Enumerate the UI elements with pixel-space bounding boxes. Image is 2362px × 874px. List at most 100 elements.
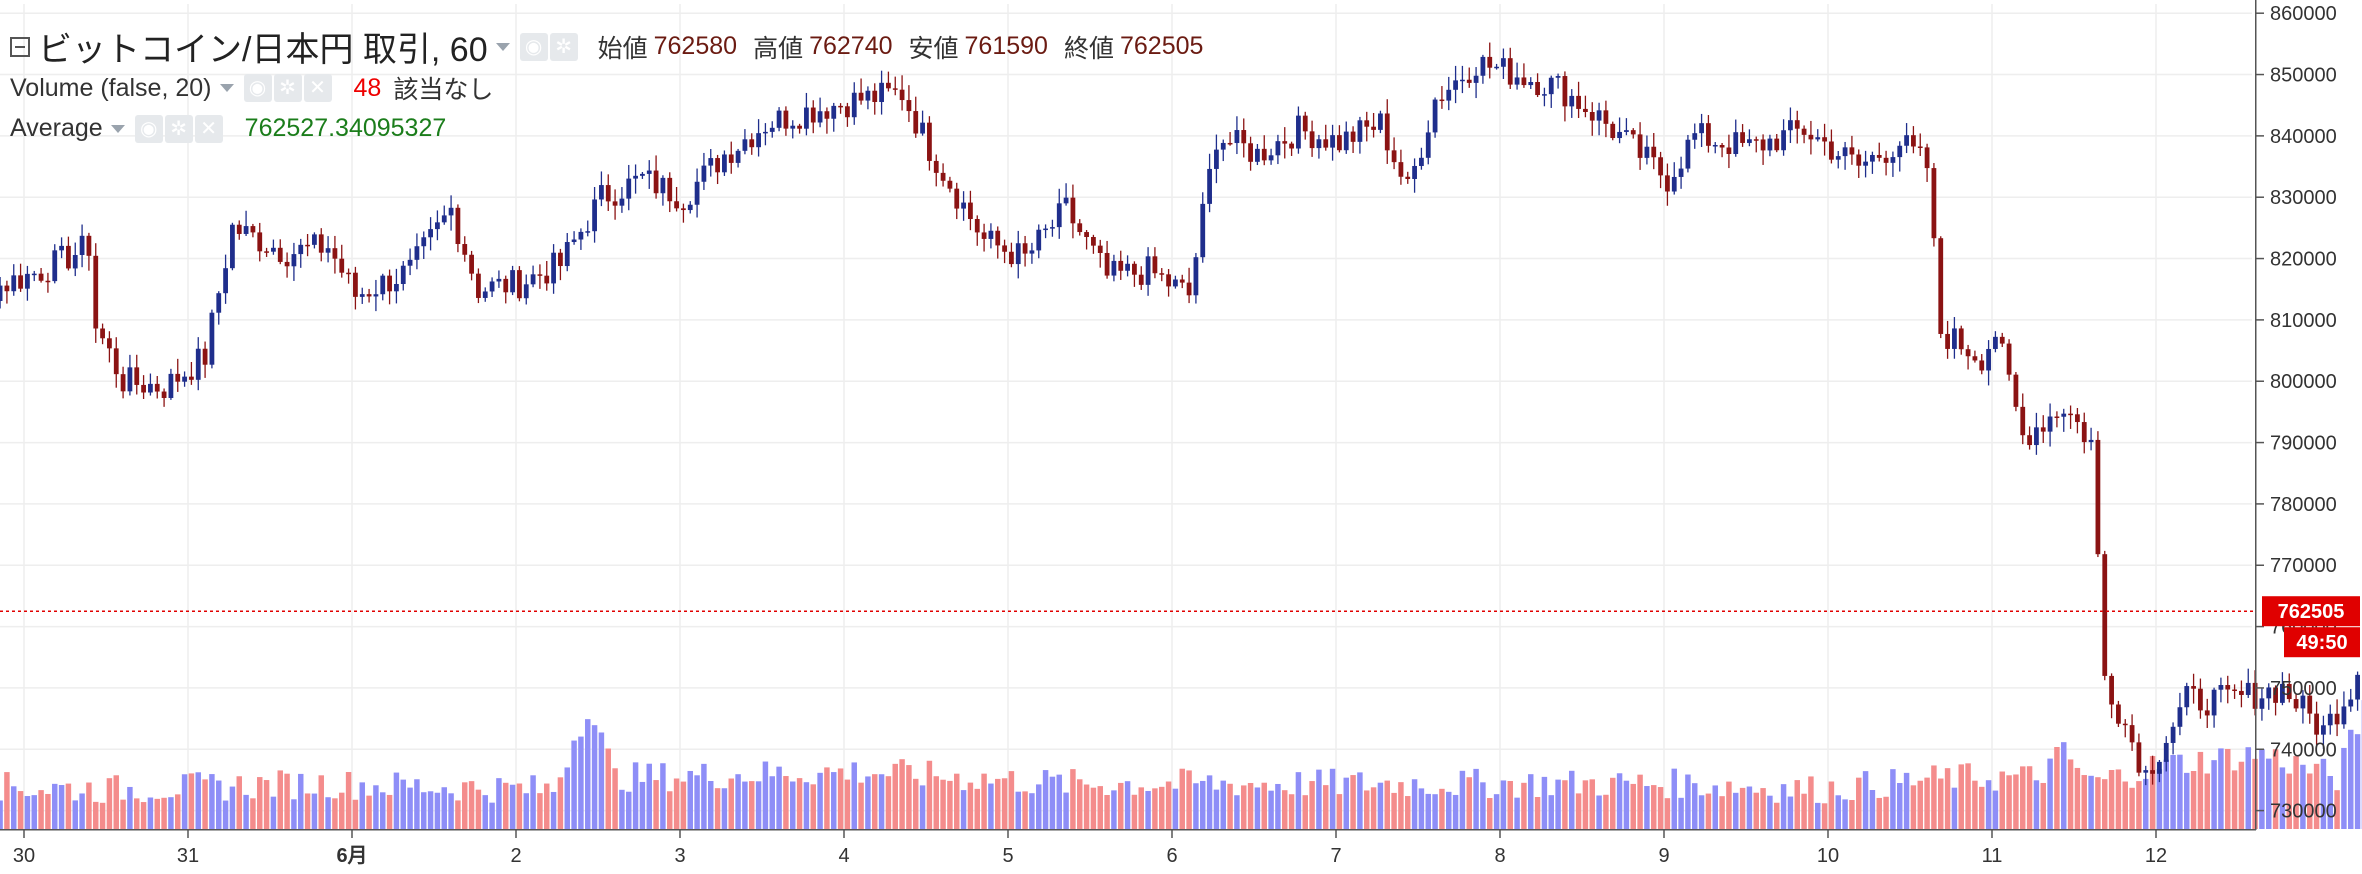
chevron-down-icon[interactable] (495, 42, 510, 51)
candle-body (974, 219, 980, 233)
candle-body (325, 248, 331, 253)
volume-bar (1562, 780, 1568, 829)
volume-note: 該当なし (393, 76, 494, 104)
candle-body (715, 158, 720, 173)
candle-body (1097, 245, 1103, 253)
candle-body (797, 125, 802, 129)
eye-icon[interactable]: ◉ (243, 74, 272, 102)
candle-body (2198, 688, 2203, 711)
average-study-title[interactable]: Average (10, 114, 103, 142)
volume-bar (2334, 790, 2340, 829)
volume-bar (2320, 758, 2327, 829)
candle-body (1282, 141, 1288, 144)
candle-body (2150, 770, 2155, 774)
volume-bar (2190, 770, 2197, 829)
open-value: 762580 (653, 32, 738, 60)
candle-body (558, 252, 563, 267)
candle-body (2225, 685, 2231, 690)
candle-body (612, 201, 618, 206)
candle-body (517, 270, 522, 299)
candle-body (407, 259, 413, 266)
volume-bar (1500, 780, 1507, 829)
main-series-legend: ビットコイン/日本円 取引, 60 ◉ ✲ 始値 762580 高値 762740 … (10, 22, 1219, 71)
candle-body (1036, 229, 1042, 251)
close-icon[interactable]: ✕ (303, 74, 332, 102)
volume-bar (1124, 781, 1131, 829)
volume-bar (1780, 784, 1787, 829)
gear-icon[interactable]: ✲ (549, 32, 578, 61)
candle-body (1665, 175, 1670, 192)
candle-body (45, 280, 51, 283)
volume-bar (571, 740, 577, 829)
candle-body (11, 275, 17, 292)
candle-body (1371, 126, 1376, 130)
volume-bar (2088, 775, 2094, 829)
volume-bar (2354, 734, 2361, 829)
candle-body (551, 252, 556, 284)
volume-bar (1411, 779, 1418, 829)
volume-bar (407, 787, 413, 829)
volume-bar (414, 779, 420, 829)
candle-body (824, 111, 830, 119)
x-tick-label: 11 (1982, 845, 2003, 867)
candle-body (400, 265, 406, 284)
average-value: 762527.34095327 (244, 114, 447, 142)
volume-bar (1234, 795, 1240, 829)
volume-bar (311, 793, 318, 829)
volume-bar (99, 802, 106, 829)
volume-bar (933, 776, 939, 829)
volume-bar (872, 774, 878, 829)
candle-body (1419, 157, 1424, 166)
volume-bar (168, 797, 174, 829)
volume-bar (1282, 790, 1288, 829)
volume-bar (1247, 782, 1254, 829)
candle-body (2143, 770, 2149, 773)
gear-icon[interactable]: ✲ (273, 74, 302, 102)
chevron-down-icon[interactable] (219, 84, 234, 92)
candle-body (851, 92, 857, 118)
low-value: 761590 (964, 32, 1048, 60)
volume-bar (1548, 795, 1554, 829)
candle-body (1760, 139, 1766, 151)
volume-bar (2074, 767, 2081, 829)
volume-bar (1323, 785, 1329, 829)
candle-body (1788, 120, 1793, 131)
candle-body (1617, 131, 1622, 139)
volume-bar (906, 765, 912, 829)
candle-body (1405, 176, 1411, 179)
volume-bar (1288, 794, 1295, 829)
x-tick-label: 6月 (336, 845, 367, 867)
candle-body (1576, 95, 1581, 109)
volume-bar (530, 775, 536, 829)
volume-bar (2279, 767, 2286, 829)
eye-icon[interactable]: ◉ (519, 32, 548, 61)
x-tick-label: 31 (177, 845, 199, 867)
volume-bar (632, 762, 639, 829)
volume-bar (1979, 786, 1985, 829)
volume-bar (1070, 769, 1076, 829)
chevron-down-icon[interactable] (110, 124, 125, 133)
volume-bar (2102, 779, 2108, 829)
open-label: 始値 (597, 34, 648, 63)
volume-bar (1637, 774, 1643, 829)
collapse-icon[interactable] (10, 36, 30, 57)
close-icon[interactable]: ✕ (194, 114, 223, 143)
candle-body (2184, 686, 2190, 708)
gear-icon[interactable]: ✲ (164, 114, 193, 143)
time-axis[interactable]: 30 31 6月 2 3 4 5 6 7 8 9 10 11 12 (13, 830, 2167, 867)
volume-bar (345, 772, 352, 829)
eye-icon[interactable]: ◉ (134, 114, 163, 143)
volume-study-title[interactable]: Volume (false, 20) (10, 73, 212, 102)
volume-bar (2122, 781, 2128, 829)
volume-bar (209, 774, 215, 829)
candle-body (1330, 135, 1335, 148)
y-tick-label: 780000 (2270, 494, 2337, 516)
volume-bar (1753, 792, 1759, 829)
symbol-title[interactable]: ビットコイン/日本円 取引, 60 (38, 31, 488, 69)
x-tick-label: 10 (1817, 845, 1839, 867)
volume-bar (954, 773, 960, 829)
candle-body (154, 383, 160, 392)
candle-body (1323, 139, 1329, 148)
candle-body (1658, 157, 1663, 176)
